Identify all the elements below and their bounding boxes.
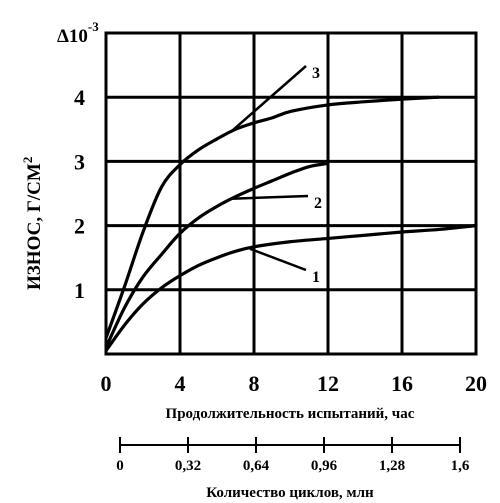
x-tick-label: 16 <box>391 371 413 396</box>
series-leader-3 <box>230 65 307 133</box>
series-group: 1 2 3 <box>104 65 477 352</box>
secondary-tick-label: 0,64 <box>243 458 270 474</box>
y-tick-label: 3 <box>74 149 85 174</box>
x-axis-label: Продолжительность испытаний, час <box>166 406 415 422</box>
x-tick-label: 12 <box>317 371 339 396</box>
series-line-1 <box>104 224 477 352</box>
series-leader-1 <box>249 247 307 272</box>
secondary-tick-label: 0,96 <box>311 458 338 474</box>
x-tick-label: 20 <box>465 371 487 396</box>
secondary-axis: 0 0,32 0,64 0,96 1,28 1,6 <box>116 437 470 474</box>
grid-lines <box>106 33 476 354</box>
y-tick-label: 2 <box>74 214 85 239</box>
secondary-tick-label: 0,32 <box>175 458 201 474</box>
x-tick-label: 8 <box>249 371 260 396</box>
x-tick-label: 0 <box>101 371 112 396</box>
series-line-3 <box>104 95 440 339</box>
secondary-tick-label: 0 <box>116 458 124 474</box>
series-label-2: 2 <box>314 195 322 212</box>
y-multiplier: Δ10-3 <box>57 19 99 47</box>
x-tick-label: 4 <box>175 371 186 396</box>
series-label-1: 1 <box>312 269 320 286</box>
y-tick-label: 4 <box>74 85 85 110</box>
series-leader-2 <box>231 194 309 200</box>
series-label-3: 3 <box>312 65 320 82</box>
secondary-tick-label: 1,6 <box>451 458 470 474</box>
y-tick-label: 1 <box>74 278 85 303</box>
secondary-axis-ticks: 0 0,32 0,64 0,96 1,28 1,6 <box>116 437 470 474</box>
y-axis-label: ИЗНОС, Г/СМ2 <box>20 157 45 290</box>
secondary-tick-label: 1,28 <box>379 458 405 474</box>
secondary-axis-label: Количество циклов, млн <box>206 485 374 501</box>
series-line-2 <box>104 161 329 349</box>
plot-frame <box>104 31 478 356</box>
